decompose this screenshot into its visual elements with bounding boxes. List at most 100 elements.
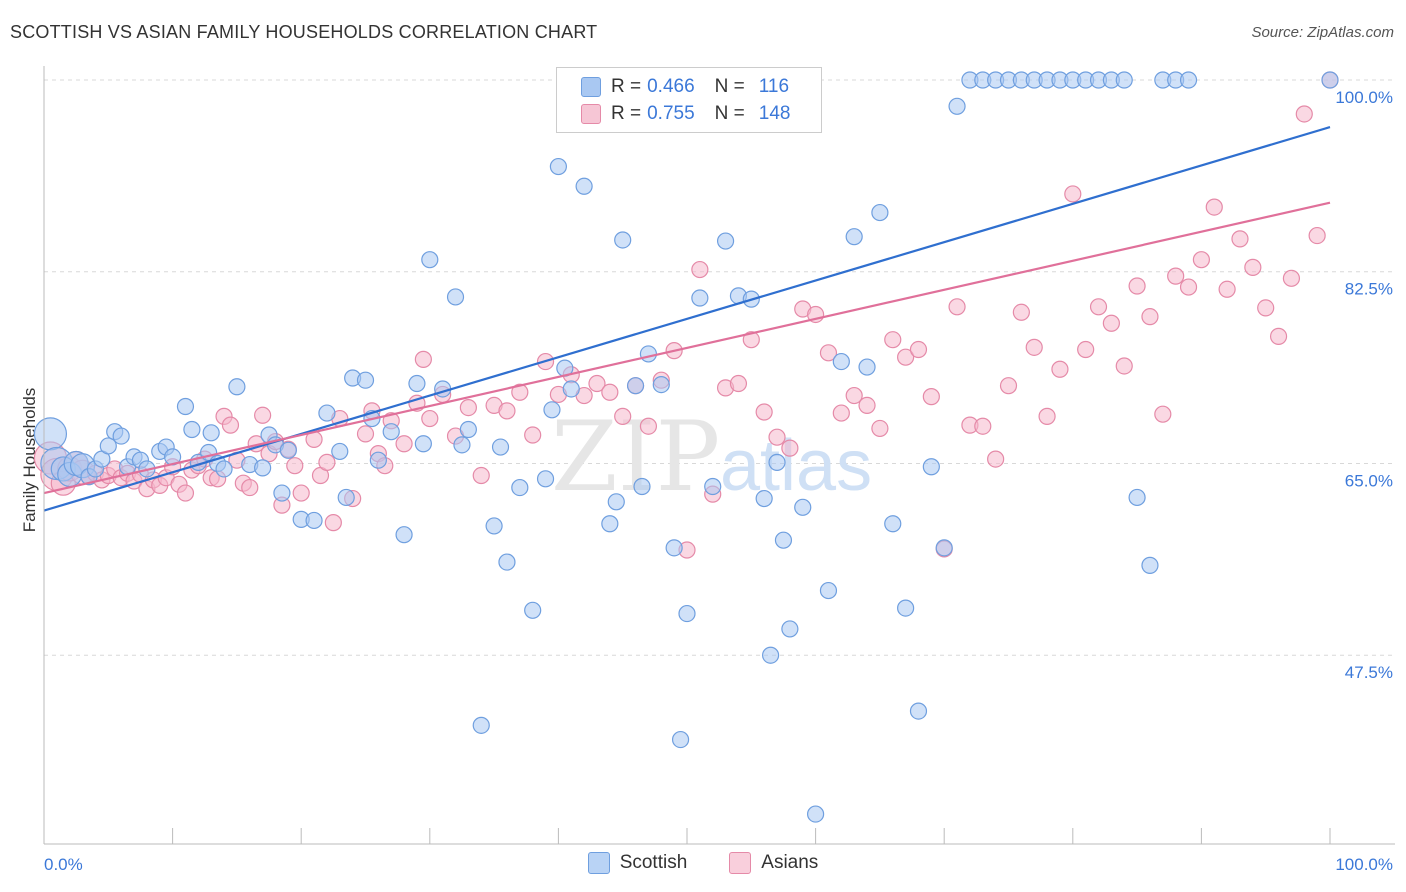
asians-point [1154, 405, 1172, 423]
scottish-point [671, 730, 690, 749]
asians-point [1115, 357, 1133, 375]
scottish-point [549, 157, 568, 176]
scottish-point [1128, 488, 1146, 507]
y-tick-label: 100.0% [1335, 88, 1393, 107]
asians-point [845, 386, 863, 405]
scottish-point [524, 601, 542, 619]
asians-point [395, 435, 413, 453]
asians-point [1269, 327, 1288, 345]
scottish-point [356, 371, 375, 389]
asians-point [292, 484, 310, 502]
asians-point [922, 388, 940, 406]
scottish-point [678, 604, 696, 623]
scottish-point [369, 451, 387, 469]
chart-title: SCOTTISH VS ASIAN FAMILY HOUSEHOLDS CORR… [10, 22, 598, 42]
legend-item-scottish[interactable]: Scottish [587, 852, 687, 874]
scottish-point [1321, 71, 1339, 89]
asians-point [1295, 105, 1313, 123]
scottish-point [704, 477, 722, 496]
scottish-point [575, 177, 593, 195]
asians-point [176, 484, 195, 502]
scottish-point [755, 489, 773, 508]
asians-point [909, 340, 928, 359]
asians-point [1244, 258, 1262, 276]
asians-point [691, 260, 709, 279]
scottish-point [716, 232, 735, 250]
scottish-point [453, 436, 471, 454]
scottish-point [414, 435, 432, 453]
asians-point [421, 409, 439, 428]
asians-point [254, 406, 272, 424]
asians-point [832, 404, 850, 422]
asians-point [1051, 360, 1069, 378]
scottish-point [273, 484, 291, 502]
asians-point [781, 439, 799, 457]
source-credit: Source: ZipAtlas.com [1251, 24, 1394, 41]
scottish-point [1115, 71, 1133, 89]
asians-point [1128, 277, 1146, 295]
asians-point [1218, 280, 1236, 298]
legend-item-asians[interactable]: Asians [729, 852, 818, 874]
scottish-trendline [43, 126, 1331, 512]
watermark-atlas: atlas [720, 426, 872, 506]
asians-point [1179, 278, 1198, 296]
asians-legend-swatch [729, 852, 752, 874]
scottish-point [511, 478, 529, 497]
scottish-point [254, 459, 272, 477]
scottish-point [459, 420, 477, 439]
scottish-point [543, 401, 561, 419]
asians-point [318, 453, 336, 471]
scottish-point [768, 453, 786, 471]
axes: 100.0% 82.5% 65.0% 47.5% 0.0% 100.0% [43, 66, 1395, 874]
asians-point [1064, 185, 1082, 203]
asians-point [498, 402, 516, 420]
asians-point [755, 403, 773, 421]
asians-point [884, 331, 902, 349]
scottish-point [382, 423, 400, 441]
asians-point [742, 331, 760, 349]
scottish-legend-swatch [587, 852, 610, 874]
asians-point [524, 426, 542, 444]
scottish-r-label: R = [611, 76, 642, 97]
asians-point [414, 350, 432, 368]
asians-point [511, 383, 529, 401]
asians-point [614, 407, 632, 425]
scottish-point [781, 620, 799, 638]
scottish-point [845, 228, 863, 246]
scottish-point [279, 441, 297, 459]
asians-point [356, 425, 375, 443]
asians-point [1089, 298, 1108, 316]
scottish-point [421, 251, 439, 269]
asians-legend-label: Asians [761, 852, 819, 873]
asians-n-value: 148 [758, 103, 791, 124]
scottish-point [446, 288, 465, 306]
asians-point [1167, 267, 1185, 285]
scottish-point [1179, 71, 1198, 89]
scottish-point [948, 97, 966, 115]
scottish-point [498, 553, 516, 571]
asians-point [999, 377, 1018, 395]
scottish-point [485, 517, 503, 535]
scottish-point [202, 424, 220, 442]
scottish-points [33, 71, 1339, 823]
scottish-point [819, 581, 838, 600]
asians-point [768, 428, 786, 446]
legend-row-asians: R = 0.755 N = 148 [581, 102, 790, 126]
scottish-point [318, 404, 336, 422]
scottish-point [633, 477, 651, 496]
asians-point [459, 399, 477, 417]
scottish-point [408, 374, 426, 393]
scottish-point [652, 375, 670, 394]
asians-swatch [581, 104, 601, 124]
legend-row-scottish: R = 0.466 N = 116 [581, 75, 789, 99]
asians-point [1231, 230, 1249, 248]
y-tick-label: 65.0% [1345, 471, 1393, 490]
stats-legend: R = 0.466 N = 116 R = 0.755 N = 148 [556, 67, 822, 133]
asians-point [324, 514, 342, 532]
asians-point [472, 466, 490, 485]
y-tick-label: 47.5% [1345, 663, 1393, 682]
asians-point [1025, 338, 1043, 356]
scottish-point [871, 203, 889, 222]
scottish-point [228, 378, 246, 396]
